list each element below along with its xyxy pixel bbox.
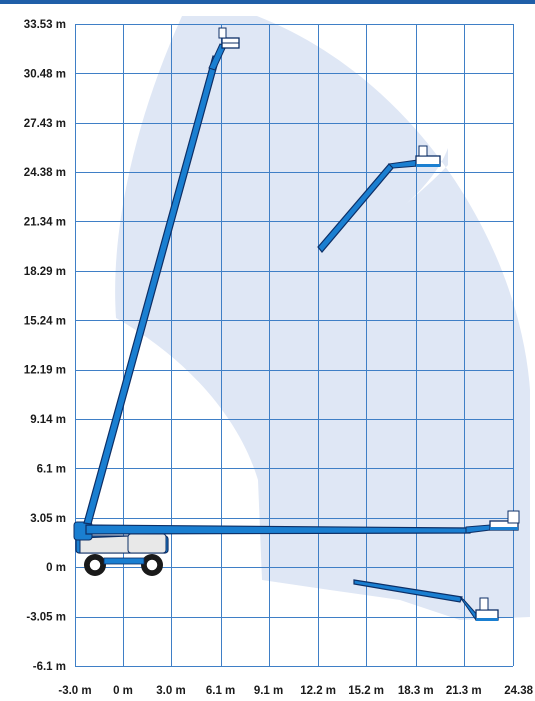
machine-wheel-left — [84, 554, 106, 576]
x-axis-tick-labels: -3.0 m 0 m 3.0 m 6.1 m 9.1 m 12.2 m 15.2 m 18.3… — [58, 685, 533, 697]
x-tick-label: 15.2 m — [348, 685, 384, 697]
machine-axle — [103, 557, 145, 565]
y-tick-label: 12.19 m — [24, 365, 66, 377]
y-tick-label: 3.05 m — [30, 513, 66, 525]
y-tick-label: 0 m — [46, 562, 66, 574]
x-tick-label: 24.38 — [504, 685, 533, 697]
x-tick-label: 21.3 m — [446, 685, 482, 697]
machine-chassis — [73, 521, 169, 554]
y-tick-label: 30.48 m — [24, 68, 66, 80]
x-tick-label: 12.2 m — [300, 685, 336, 697]
platform-basket-below-grade — [475, 597, 499, 621]
boom-below-grade — [353, 579, 463, 603]
y-tick-label: 24.38 m — [24, 167, 66, 179]
x-tick-label: 18.3 m — [398, 685, 434, 697]
x-tick-label: 3.0 m — [156, 685, 185, 697]
x-tick-label: 6.1 m — [206, 685, 235, 697]
y-tick-label: 15.24 m — [24, 315, 66, 327]
x-tick-label: 0 m — [113, 685, 133, 697]
x-tick-label: -3.0 m — [58, 685, 91, 697]
y-tick-label: -3.05 m — [26, 612, 66, 624]
machine-wheel-right — [141, 554, 163, 576]
y-axis-tick-labels: 33.53 m 30.48 m 27.43 m 24.38 m 21.34 m 18.29… — [24, 19, 66, 673]
y-tick-label: 27.43 m — [24, 118, 66, 130]
header-bar — [0, 0, 535, 4]
y-tick-label: 6.1 m — [37, 463, 66, 475]
platform-basket-top — [218, 27, 240, 49]
y-tick-label: 21.34 m — [24, 216, 66, 228]
x-tick-label: 9.1 m — [254, 685, 283, 697]
y-tick-label: -6.1 m — [33, 661, 66, 673]
y-tick-label: 33.53 m — [24, 19, 66, 31]
platform-basket-horizontal — [489, 510, 520, 531]
y-tick-label: 9.14 m — [30, 414, 66, 426]
y-tick-label: 18.29 m — [24, 266, 66, 278]
platform-basket-up-and-over — [415, 145, 441, 167]
